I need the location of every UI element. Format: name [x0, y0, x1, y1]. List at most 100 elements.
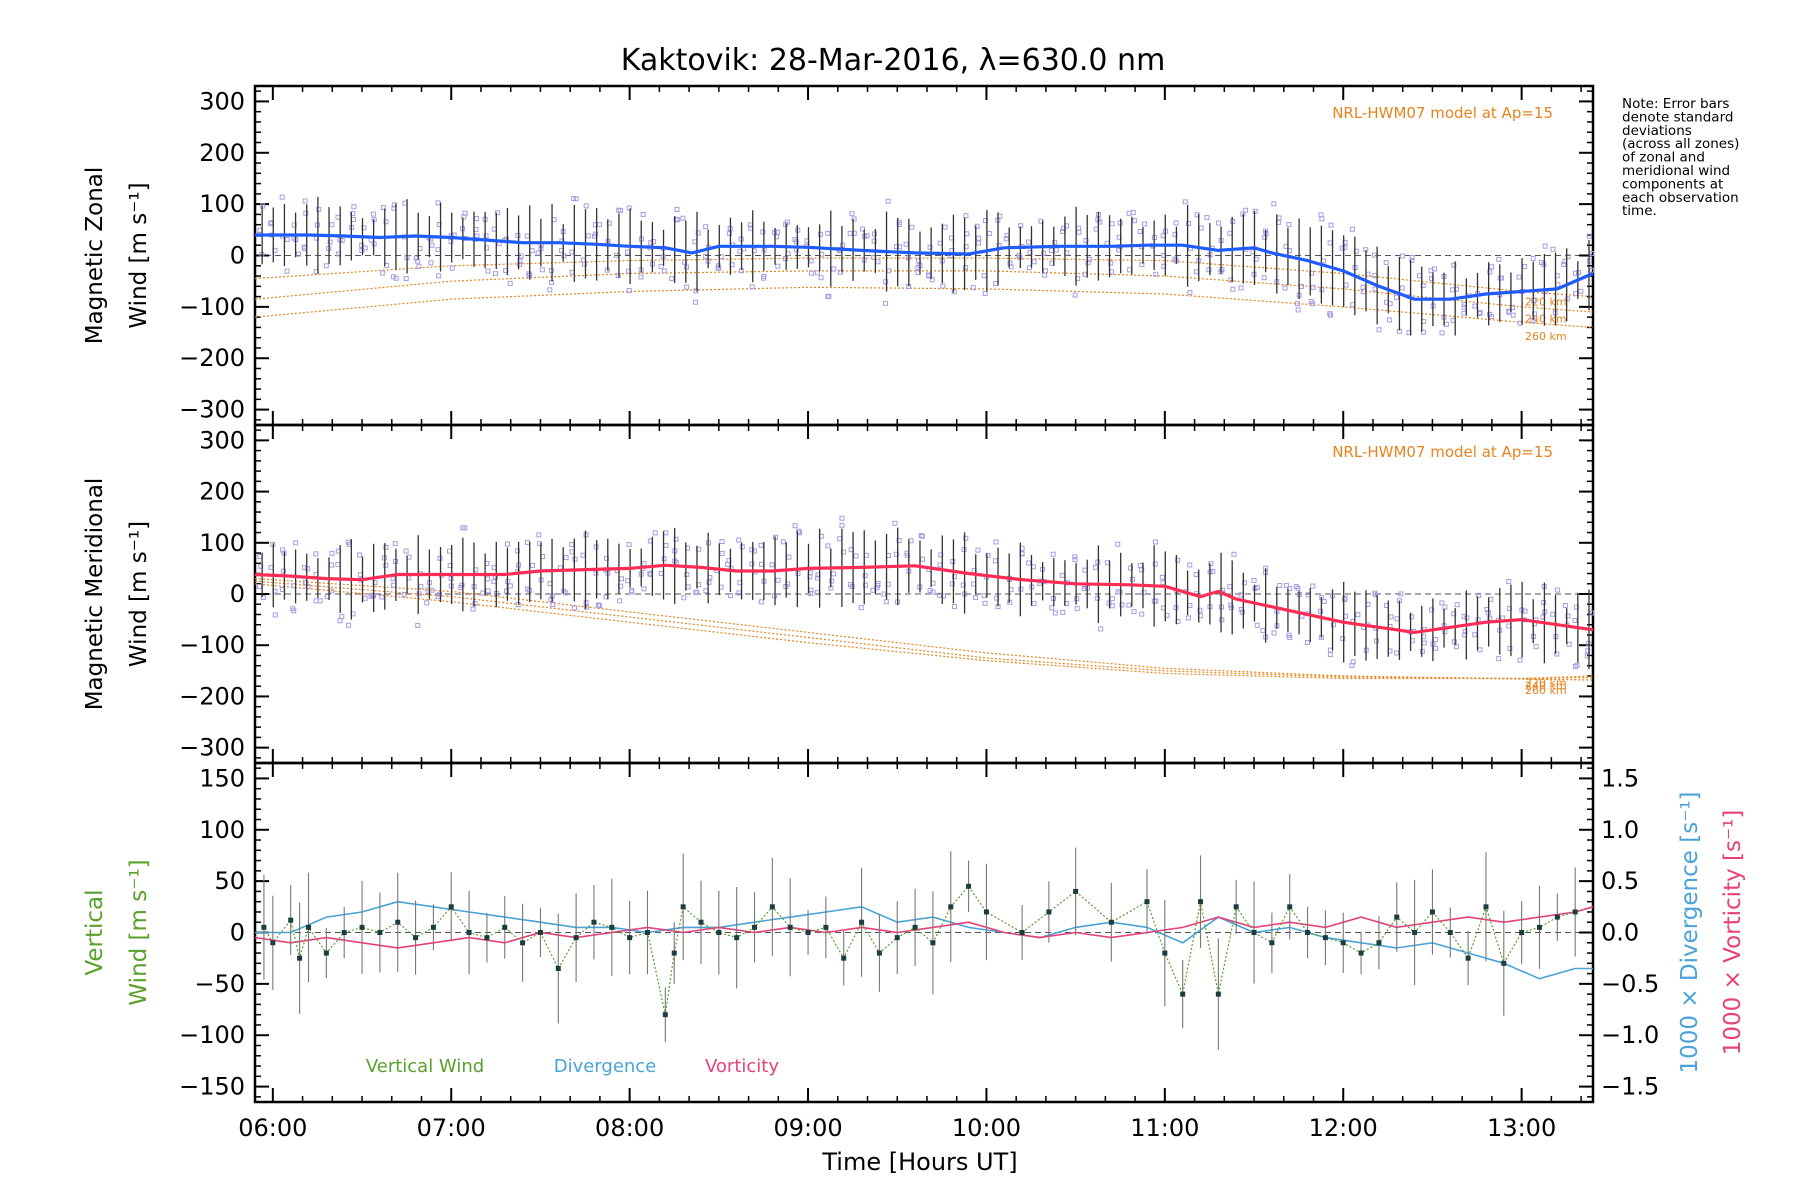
zone-point — [1007, 260, 1013, 266]
zone-point — [313, 551, 319, 557]
zone-point — [1439, 600, 1445, 606]
zone-point — [1052, 610, 1058, 616]
zone-point — [279, 194, 285, 200]
zone-point — [680, 215, 686, 221]
zone-point — [942, 224, 948, 230]
zone-point — [303, 579, 309, 585]
zone-point — [661, 268, 667, 274]
zone-point — [1360, 284, 1366, 290]
zone-point — [1093, 564, 1099, 570]
zone-point — [682, 259, 688, 265]
model-curve-0 — [254, 583, 1594, 680]
zone-point — [883, 599, 889, 605]
zone-point — [1098, 626, 1104, 632]
zone-point — [808, 258, 814, 264]
zone-point — [1173, 220, 1179, 226]
zone-point — [1085, 260, 1091, 266]
zone-point — [415, 622, 421, 628]
zone-point — [1050, 551, 1056, 557]
zone-point — [775, 263, 781, 269]
zone-point — [1277, 582, 1283, 588]
zone-point — [641, 586, 647, 592]
zone-point — [1072, 554, 1078, 560]
zone-point — [871, 231, 877, 237]
y-tick-label: −150 — [179, 1073, 245, 1101]
y-tick-label: 100 — [199, 190, 245, 218]
zone-point — [1286, 222, 1292, 228]
zone-point — [808, 270, 814, 276]
zone-point — [940, 283, 946, 289]
zone-point — [1186, 221, 1192, 227]
zone-point — [1187, 290, 1193, 296]
y-tick-label: −100 — [179, 1021, 245, 1049]
vertical-wind-point — [1572, 909, 1578, 915]
zone-point — [1439, 330, 1445, 336]
zone-point — [840, 242, 846, 248]
zone-point — [1589, 251, 1595, 257]
vertical-wind-point — [1019, 930, 1025, 935]
zone-point — [818, 275, 824, 281]
zone-point — [401, 591, 407, 597]
zone-point — [460, 525, 466, 531]
legend-item: Vertical Wind — [366, 1056, 484, 1077]
vertical-wind-point — [359, 924, 365, 930]
zone-point — [982, 600, 988, 606]
vertical-wind-point — [1073, 888, 1079, 894]
y-tick-label: 0 — [230, 919, 245, 947]
zone-point — [1095, 595, 1101, 601]
zone-point — [1072, 557, 1078, 563]
zone-point — [280, 568, 286, 574]
zone-point — [1003, 236, 1009, 242]
zone-point — [1472, 632, 1478, 638]
zone-point — [485, 588, 491, 594]
zone-point — [1420, 329, 1426, 335]
zone-point — [329, 550, 335, 556]
zone-point — [858, 605, 864, 611]
vertical-wind-point — [1429, 909, 1435, 915]
zone-point — [1431, 266, 1437, 272]
zone-point — [1137, 228, 1143, 234]
zone-point — [1328, 312, 1334, 318]
vertical-wind-point — [1340, 940, 1346, 946]
zone-point — [1139, 567, 1145, 573]
x-tick-label: 07:00 — [417, 1114, 486, 1142]
zone-point — [626, 205, 632, 211]
zone-point — [1208, 561, 1214, 567]
zone-point — [736, 537, 742, 543]
zone-point — [573, 196, 579, 202]
zone-point — [1131, 609, 1137, 615]
zone-point — [459, 582, 465, 588]
vertical-wind-point — [288, 917, 294, 923]
zone-point — [293, 540, 299, 546]
zone-point — [370, 211, 376, 217]
zone-point — [424, 600, 430, 606]
zone-point — [1042, 272, 1048, 278]
vertical-wind-point — [912, 924, 918, 930]
vertical-wind-point — [805, 930, 811, 935]
model-altitude-label: 220 km — [1525, 677, 1567, 690]
zone-point — [909, 224, 915, 230]
vertical-wind-point — [484, 935, 490, 941]
zone-point — [684, 284, 690, 290]
zone-point — [526, 271, 532, 277]
zone-point — [547, 287, 553, 293]
vertical-wind-point — [734, 935, 740, 941]
vertical-wind-point — [466, 930, 472, 935]
zone-point — [1317, 608, 1323, 614]
zone-point — [1562, 602, 1568, 608]
note-line: of zonal and — [1622, 150, 1705, 166]
vertical-wind-point — [1162, 950, 1168, 956]
zone-point — [548, 597, 554, 603]
y-tick-label: 50 — [214, 867, 245, 895]
vertical-wind-point — [1251, 930, 1257, 935]
zone-point — [1016, 252, 1022, 258]
zone-point — [1294, 301, 1300, 307]
zone-point — [1041, 250, 1047, 256]
vertical-wind-point — [627, 935, 633, 941]
vertical-wind-point — [609, 924, 615, 930]
zone-point — [780, 539, 786, 545]
zone-point — [1139, 262, 1145, 268]
zone-point — [359, 242, 365, 248]
zone-point — [1399, 285, 1405, 291]
zone-point — [362, 245, 368, 251]
